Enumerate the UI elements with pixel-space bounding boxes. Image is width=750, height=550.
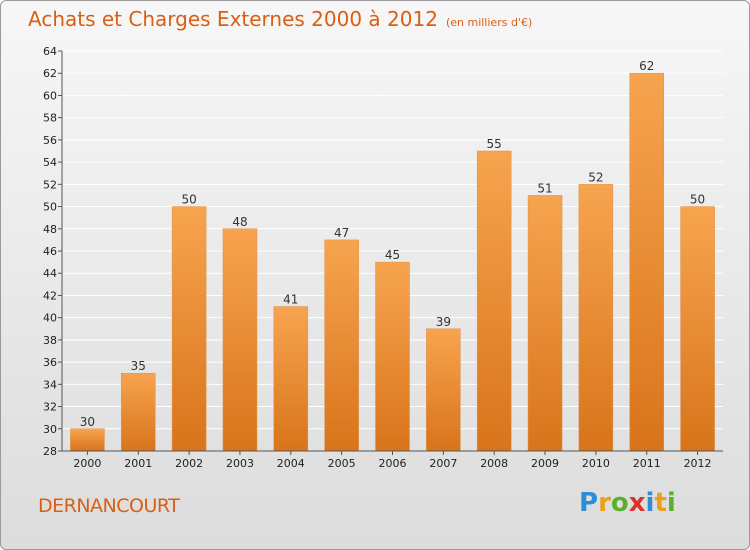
y-tick-label: 46 [43,245,57,258]
logo-letter: x [628,488,646,518]
proxiti-logo: Proxiti [579,488,676,518]
bar-value-label: 45 [385,248,400,262]
bar-2004 [273,306,309,452]
bar-value-label: 39 [436,315,451,329]
bar-2007 [426,328,461,452]
bar-2006 [375,261,410,452]
bar-2000 [70,428,105,452]
logo-letter: r [598,488,611,518]
x-tick-label: 2008 [480,457,508,470]
x-tick-label: 2010 [582,457,610,470]
y-tick-label: 40 [43,312,57,325]
x-axis: 2000 2001 2002 2003 2004 2005 2006 2007 2008 2009… [62,450,723,470]
bar-value-label: 48 [232,215,247,229]
y-tick-label: 36 [43,356,57,369]
bar-2008 [476,150,512,452]
chart-title-text: Achats et Charges Externes 2000 à 2012 [28,7,438,31]
bar-value-label: 47 [334,226,349,240]
x-tick-label: 2001 [124,457,152,470]
bar-value-label: 62 [639,59,654,73]
x-tick-label: 2007 [429,457,457,470]
x-tick-label: 2005 [328,457,356,470]
y-tick-label: 34 [43,378,57,391]
bar-value-label: 41 [283,293,298,307]
bar-2011 [629,72,664,452]
y-tick-label: 28 [43,445,57,458]
y-tick-label: 44 [43,267,57,280]
x-tick-label: 2006 [379,457,407,470]
bar-2010 [578,184,614,452]
y-tick-label: 56 [43,134,57,147]
x-tick-label: 2003 [226,457,254,470]
bar-2009 [527,195,563,452]
chart-title: Achats et Charges Externes 2000 à 2012 (e… [28,7,532,31]
y-axis: 28 30 32 34 36 38 40 42 44 46 48 50 52 54 56 58 60 62 64 [43,45,63,458]
y-tick-label: 50 [43,201,57,214]
bar-value-label: 51 [537,181,552,195]
x-tick-label: 2004 [277,457,305,470]
y-tick-label: 54 [43,156,57,169]
bars: 30 35 50 48 41 47 45 39 55 51 52 62 50 [70,59,715,452]
bar-2002 [171,206,207,452]
y-tick-label: 62 [43,67,57,80]
bar-value-label: 50 [690,193,705,207]
y-tick-label: 52 [43,178,57,191]
x-tick-label: 2009 [531,457,559,470]
y-tick-label: 58 [43,112,57,125]
x-tick-label: 2011 [633,457,661,470]
y-tick-label: 60 [43,89,57,102]
bar-value-label: 52 [588,170,603,184]
commune-name: DERNANCOURT [38,495,180,517]
y-tick-label: 64 [43,45,57,58]
bar-value-label: 50 [181,193,196,207]
x-tick-label: 2002 [175,457,203,470]
y-tick-label: 32 [43,401,57,414]
x-tick-label: 2012 [684,457,712,470]
y-tick-label: 38 [43,334,57,347]
x-tick-label: 2000 [73,457,101,470]
y-tick-label: 42 [43,289,57,302]
bar-2012 [680,206,715,452]
logo-letter: i [645,488,655,518]
bar-value-label: 55 [487,137,502,151]
logo-letter: P [579,488,599,518]
logo-letter: t [654,488,667,518]
y-tick-label: 30 [43,423,57,436]
y-tick-label: 48 [43,223,57,236]
bar-2005 [324,239,359,452]
bar-2003 [222,228,258,452]
logo-letter: o [610,488,629,518]
chart-subtitle: (en milliers d'€) [445,16,533,29]
logo-letter: i [666,488,676,518]
bar-value-label: 30 [80,415,95,429]
bar-value-label: 35 [131,359,146,373]
bar-2001 [121,372,156,452]
